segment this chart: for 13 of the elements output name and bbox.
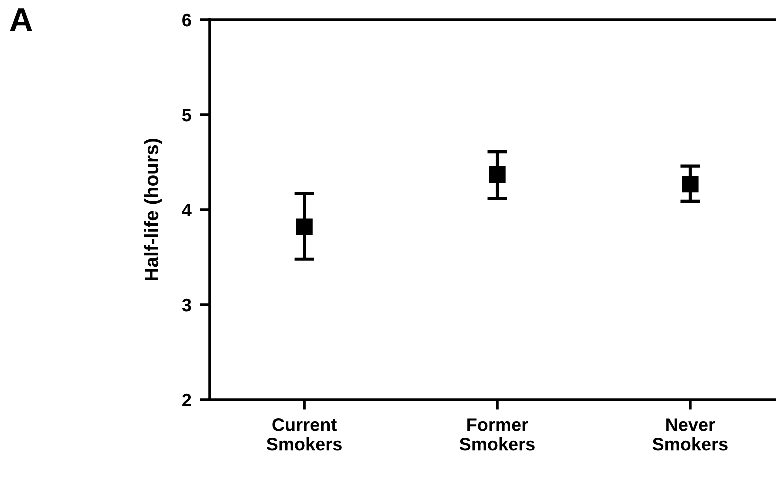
x-tick-label: Never Smokers xyxy=(652,418,728,451)
point xyxy=(682,176,699,193)
text: A xyxy=(10,8,33,32)
point xyxy=(296,218,313,236)
x-tick-label: Current Smokers xyxy=(266,418,342,451)
y-axis-title: Half-life (hours) xyxy=(144,139,162,281)
point xyxy=(489,166,506,184)
y-tick-label: 2 xyxy=(182,394,192,407)
y-tick-label: 5 xyxy=(182,109,192,122)
y-tick-label: 3 xyxy=(182,298,192,312)
y-tick-label: 4 xyxy=(182,204,192,217)
x-tick-label: Former Smokers xyxy=(460,418,535,451)
y-tick-label: 6 xyxy=(182,14,192,27)
